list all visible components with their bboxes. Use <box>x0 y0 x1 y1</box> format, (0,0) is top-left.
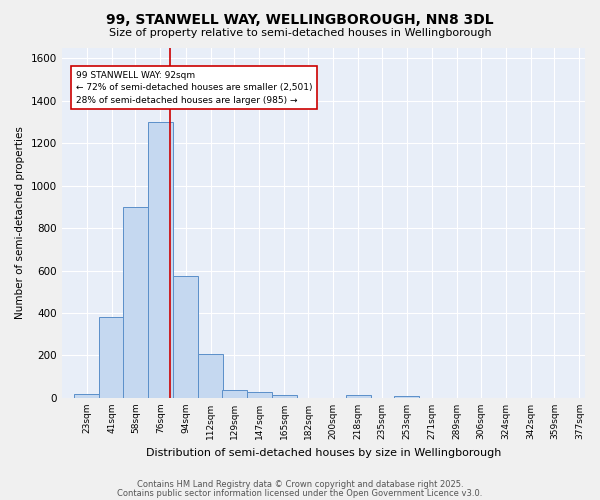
Text: Size of property relative to semi-detached houses in Wellingborough: Size of property relative to semi-detach… <box>109 28 491 38</box>
Bar <box>222 390 247 398</box>
X-axis label: Distribution of semi-detached houses by size in Wellingborough: Distribution of semi-detached houses by … <box>146 448 501 458</box>
Y-axis label: Number of semi-detached properties: Number of semi-detached properties <box>15 126 25 319</box>
Text: 99, STANWELL WAY, WELLINGBOROUGH, NN8 3DL: 99, STANWELL WAY, WELLINGBOROUGH, NN8 3D… <box>106 12 494 26</box>
Bar <box>346 394 371 398</box>
Bar <box>148 122 173 398</box>
Bar <box>247 392 272 398</box>
Bar <box>123 207 148 398</box>
Bar <box>198 354 223 398</box>
Text: 99 STANWELL WAY: 92sqm
← 72% of semi-detached houses are smaller (2,501)
28% of : 99 STANWELL WAY: 92sqm ← 72% of semi-det… <box>76 71 312 105</box>
Bar <box>99 317 124 398</box>
Text: Contains public sector information licensed under the Open Government Licence v3: Contains public sector information licen… <box>118 488 482 498</box>
Bar <box>394 396 419 398</box>
Text: Contains HM Land Registry data © Crown copyright and database right 2025.: Contains HM Land Registry data © Crown c… <box>137 480 463 489</box>
Bar <box>74 394 99 398</box>
Bar <box>272 396 297 398</box>
Bar <box>173 276 198 398</box>
